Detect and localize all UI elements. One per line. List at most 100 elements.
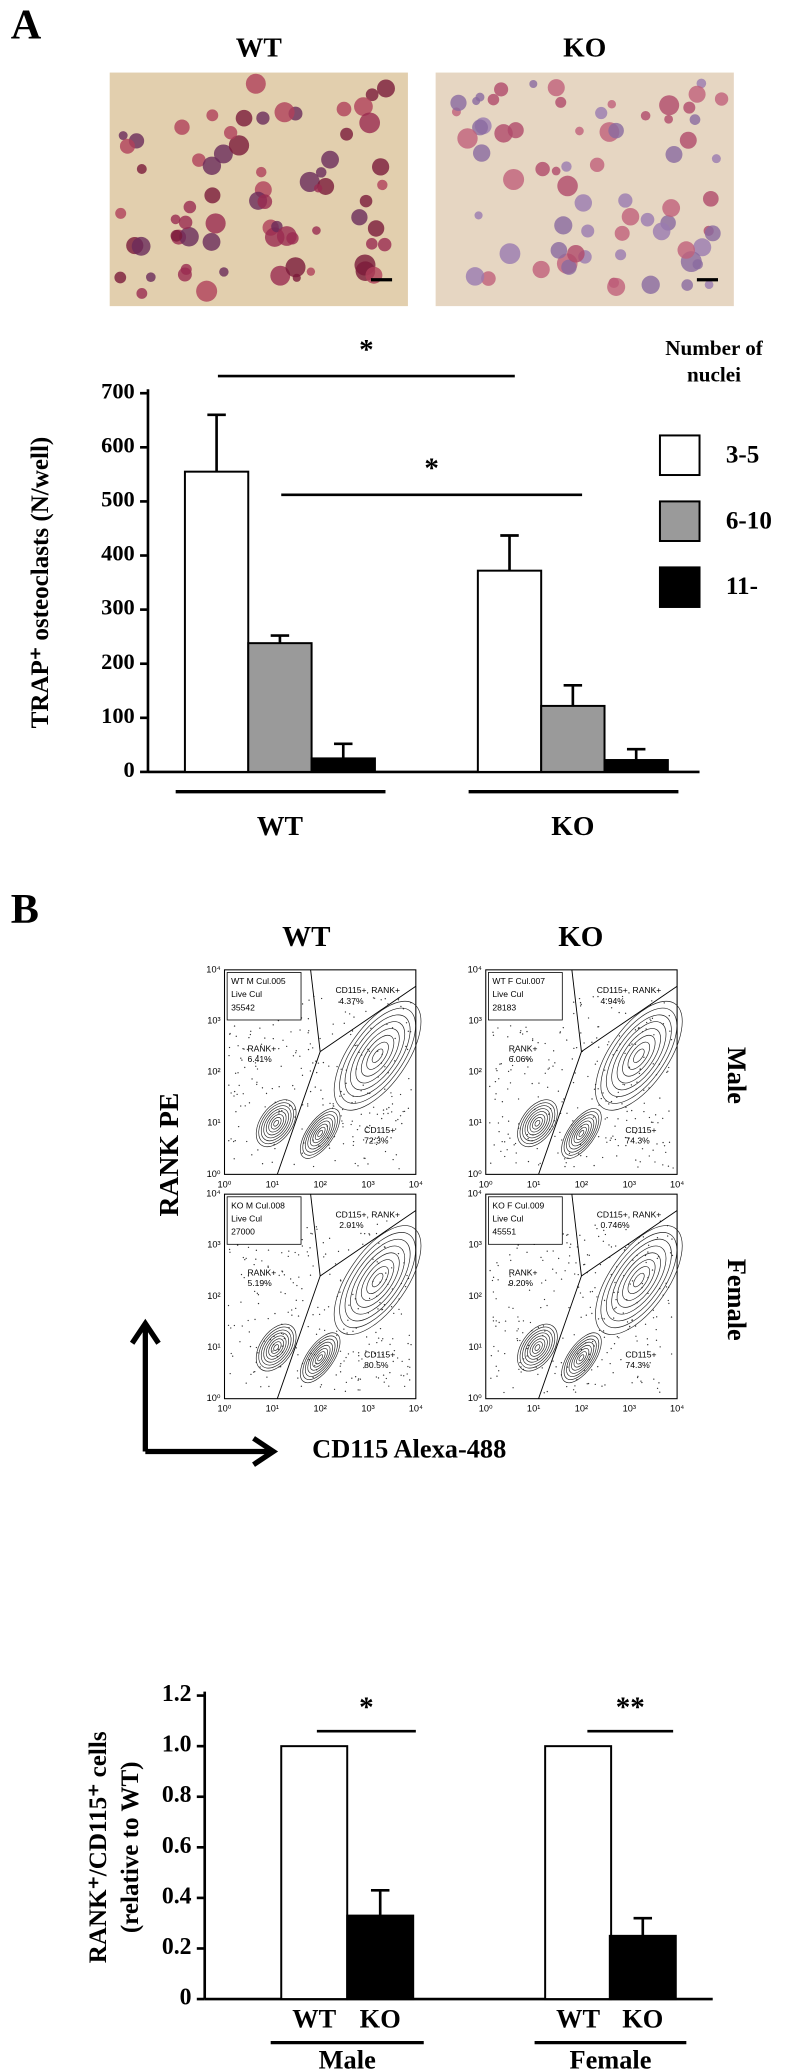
y-tick-label: 0.6 bbox=[162, 1833, 192, 1859]
significance-label: * bbox=[359, 1692, 374, 1724]
event-dot bbox=[542, 1325, 545, 1327]
event-dot bbox=[264, 1106, 266, 1108]
event-dot bbox=[266, 1376, 268, 1378]
contour bbox=[534, 1119, 541, 1127]
event-dot bbox=[242, 1256, 244, 1259]
contour bbox=[260, 1329, 292, 1366]
event-dot bbox=[513, 1051, 515, 1053]
event-dot bbox=[538, 1082, 540, 1084]
cell bbox=[696, 78, 707, 89]
contour bbox=[532, 1117, 543, 1130]
bar bbox=[608, 1934, 677, 2001]
event-dot bbox=[363, 1157, 365, 1159]
event-dot bbox=[649, 1362, 651, 1364]
event-dot bbox=[594, 1287, 596, 1289]
event-dot bbox=[566, 1385, 568, 1388]
gate-text: 6.41% bbox=[247, 1054, 272, 1064]
event-dot bbox=[526, 1251, 528, 1254]
event-dot bbox=[587, 1382, 590, 1385]
event-dot bbox=[588, 1353, 591, 1355]
event-dot bbox=[323, 1329, 326, 1332]
flow-plot: KO M Cul.008 Live Cul 27000 CD115+, RANK+2.… bbox=[206, 1189, 423, 1414]
event-dot bbox=[252, 1371, 255, 1373]
y-tick-label: 1.0 bbox=[162, 1732, 192, 1758]
event-dot bbox=[554, 1372, 556, 1375]
event-dot bbox=[507, 1133, 509, 1135]
event-dot bbox=[495, 1068, 497, 1070]
event-dot bbox=[245, 1382, 247, 1384]
event-dot bbox=[565, 1162, 567, 1164]
event-dot bbox=[373, 1138, 376, 1141]
event-dot bbox=[301, 1003, 304, 1005]
event-dot bbox=[316, 1228, 318, 1230]
cell bbox=[487, 93, 500, 106]
event-dot bbox=[347, 1319, 349, 1321]
cell bbox=[202, 232, 221, 251]
event-dot bbox=[637, 1027, 640, 1029]
event-dot bbox=[618, 1337, 620, 1339]
y-tick-label: 10² bbox=[207, 1067, 220, 1077]
event-dot bbox=[667, 1235, 669, 1237]
event-dot bbox=[369, 1124, 371, 1127]
cell bbox=[192, 153, 206, 167]
event-dot bbox=[248, 1102, 251, 1104]
event-dot bbox=[650, 1121, 653, 1123]
event-dot bbox=[640, 1380, 642, 1382]
event-dot bbox=[631, 1280, 634, 1282]
event-dot bbox=[615, 1299, 617, 1301]
cell bbox=[693, 238, 712, 257]
event-dot bbox=[291, 1314, 293, 1316]
cell bbox=[547, 79, 565, 97]
cell bbox=[202, 156, 222, 175]
contour bbox=[268, 1338, 284, 1357]
event-dot bbox=[631, 1109, 633, 1112]
event-dot bbox=[393, 1312, 395, 1315]
event-dot bbox=[586, 1254, 589, 1256]
cell bbox=[204, 187, 221, 204]
event-dot bbox=[408, 1358, 410, 1361]
cell bbox=[377, 237, 392, 252]
axis-arrow bbox=[129, 1318, 279, 1467]
event-dot bbox=[288, 1105, 291, 1107]
sample-text: WT F Cul.007 bbox=[492, 976, 545, 986]
event-dot bbox=[339, 1279, 342, 1281]
event-dot bbox=[280, 1291, 282, 1293]
event-dot bbox=[631, 1319, 633, 1321]
gate-text: CD115+, RANK+ bbox=[597, 1210, 662, 1220]
event-dot bbox=[368, 1050, 371, 1052]
event-dot bbox=[579, 1002, 582, 1004]
event-dot bbox=[598, 1235, 600, 1238]
y-tick-label: 10⁰ bbox=[207, 1169, 221, 1179]
event-dot bbox=[537, 1164, 540, 1166]
event-dot bbox=[301, 1104, 304, 1106]
event-dot bbox=[561, 1069, 563, 1071]
x-tick-label: 10³ bbox=[623, 1179, 636, 1189]
event-dot bbox=[272, 1037, 274, 1040]
cell bbox=[136, 164, 147, 174]
event-dot bbox=[233, 1095, 235, 1097]
event-dot bbox=[617, 1118, 619, 1120]
event-dot bbox=[501, 1140, 503, 1143]
event-dot bbox=[378, 1136, 380, 1138]
cell bbox=[550, 242, 568, 259]
y-tick-label: 600 bbox=[101, 432, 135, 457]
event-dot bbox=[383, 1246, 386, 1248]
event-dot bbox=[515, 1152, 517, 1154]
event-dot bbox=[609, 1362, 611, 1365]
cell bbox=[503, 168, 525, 190]
event-dot bbox=[307, 1018, 310, 1020]
cell bbox=[114, 271, 127, 284]
event-dot bbox=[232, 1140, 235, 1143]
x-tick-label: 10³ bbox=[361, 1179, 374, 1189]
event-dot bbox=[519, 1339, 521, 1342]
event-dot bbox=[384, 1150, 387, 1153]
event-dot bbox=[401, 1122, 403, 1125]
event-dot bbox=[312, 1047, 314, 1049]
x-tick-label: WT bbox=[257, 810, 304, 841]
event-dot bbox=[309, 1090, 312, 1093]
event-dot bbox=[400, 1374, 402, 1376]
event-dot bbox=[536, 1147, 538, 1150]
event-dot bbox=[610, 1347, 612, 1350]
event-dot bbox=[312, 1314, 314, 1316]
event-dot bbox=[625, 1228, 627, 1231]
